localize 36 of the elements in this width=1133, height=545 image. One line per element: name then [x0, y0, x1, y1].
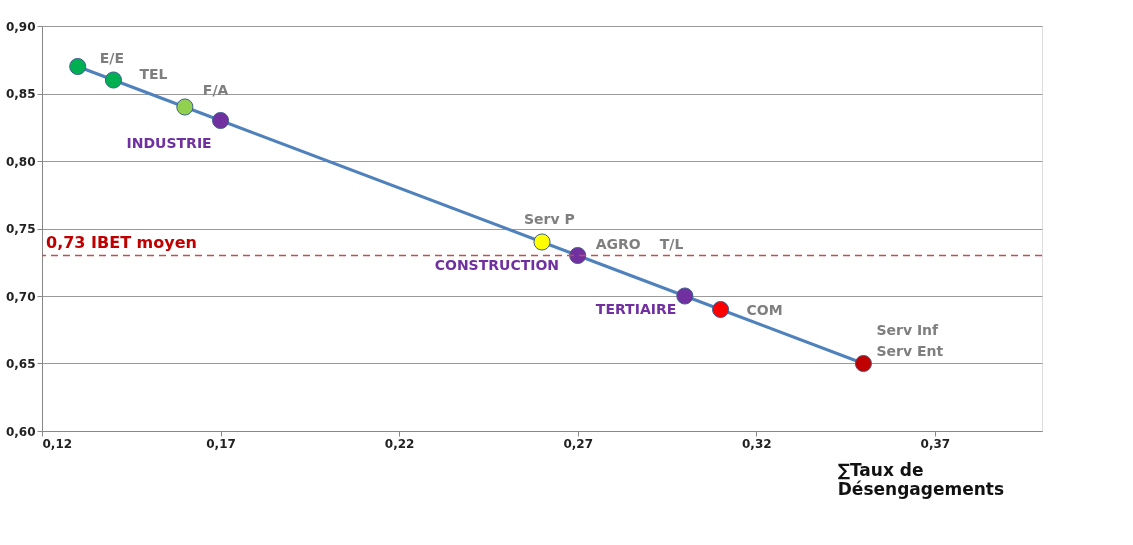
ref-line-label: 0,73 IBET moyen — [46, 232, 197, 252]
x-tick-label: 0,22 — [384, 436, 415, 451]
point — [712, 300, 730, 319]
point — [69, 57, 87, 76]
annotation: E/E — [99, 49, 124, 66]
annotation: TEL — [139, 66, 168, 82]
point — [533, 233, 551, 251]
x-tick-label: 0,32 — [741, 436, 772, 451]
y-tick-label: 0,80 — [5, 154, 36, 169]
x-tick-label: 0,12 — [42, 436, 73, 451]
x-tick-label: 0,17 — [206, 436, 236, 451]
point — [569, 246, 587, 265]
annotation: Serv Inf — [876, 321, 940, 338]
annotation: Serv P — [524, 211, 575, 227]
point — [104, 71, 122, 89]
annotation: CONSTRUCTION — [434, 256, 560, 273]
annotation: F/A — [202, 82, 229, 98]
y-tick-label: 0,75 — [5, 222, 36, 236]
y-tick-label: 0,70 — [5, 289, 36, 304]
annotation: T/L — [659, 235, 684, 252]
point — [176, 98, 194, 116]
annotation: COM — [746, 301, 783, 318]
y-tick-label: 0,90 — [5, 19, 36, 34]
x-axis-title: ∑Taux de Désengagements — [837, 460, 1005, 499]
y-tick-label: 0,60 — [5, 424, 36, 439]
y-tick-label: 0,65 — [5, 357, 36, 371]
annotation: Serv Ent — [876, 342, 944, 359]
annotation: AGRO — [595, 235, 641, 252]
x-tick-label: 0,37 — [920, 436, 951, 451]
x-tick-label: 0,27 — [563, 436, 594, 451]
annotation: INDUSTRIE — [126, 134, 212, 151]
point — [854, 354, 872, 373]
y-tick-label: 0,85 — [5, 87, 36, 101]
annotation: TERTIAIRE — [595, 301, 677, 317]
point — [212, 111, 230, 130]
point — [676, 287, 694, 305]
